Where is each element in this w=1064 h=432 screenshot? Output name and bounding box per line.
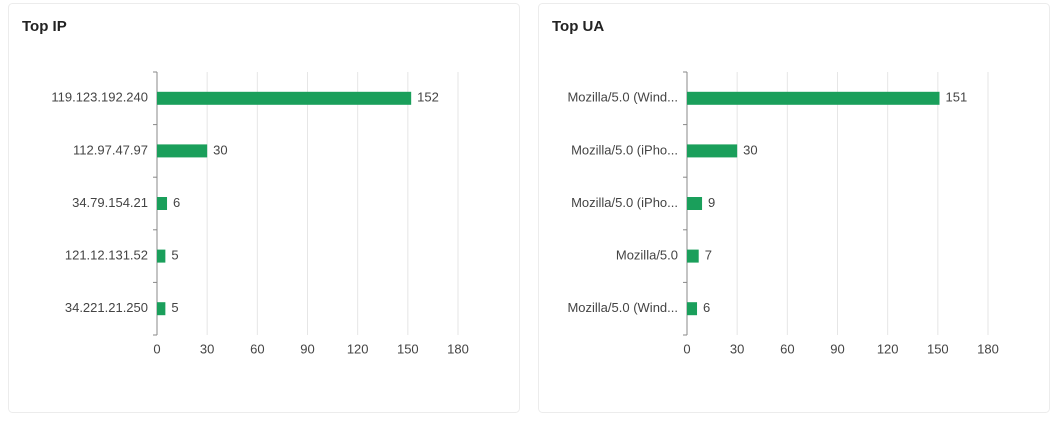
x-tick-label: 30 (730, 341, 744, 356)
panel (8, 3, 520, 413)
bar (157, 91, 412, 105)
y-tick-label: 121.12.131.52 (65, 248, 148, 263)
x-tick-label: 180 (977, 341, 999, 356)
x-tick-label: 180 (447, 341, 469, 356)
bar (157, 302, 166, 316)
x-tick-label: 60 (780, 341, 794, 356)
value-label: 30 (213, 142, 227, 157)
bar (687, 302, 698, 316)
y-tick-label: Mozilla/5.0 (616, 248, 678, 263)
y-tick-label: 112.97.47.97 (73, 142, 148, 157)
y-tick-label: 119.123.192.240 (51, 90, 148, 105)
value-label: 7 (705, 248, 712, 263)
y-tick-label: Mozilla/5.0 (Wind... (567, 300, 678, 315)
x-tick-label: 120 (347, 341, 369, 356)
bar (687, 91, 940, 105)
panel-title: Top UA (552, 18, 604, 35)
bar (687, 249, 699, 263)
bar (687, 144, 738, 158)
x-tick-label: 150 (397, 341, 419, 356)
x-tick-label: 60 (250, 341, 264, 356)
bar (157, 144, 208, 158)
value-label: 6 (173, 195, 180, 210)
x-tick-label: 0 (153, 341, 160, 356)
bar (157, 197, 168, 210)
value-label: 6 (703, 300, 710, 315)
x-tick-label: 120 (877, 341, 899, 356)
y-tick-label: Mozilla/5.0 (iPho... (571, 195, 678, 210)
x-tick-label: 90 (830, 341, 844, 356)
value-label: 151 (946, 90, 968, 105)
y-tick-label: 34.221.21.250 (65, 300, 148, 315)
y-tick-label: Mozilla/5.0 (iPho... (571, 142, 678, 157)
value-label: 152 (417, 90, 439, 105)
value-label: 5 (171, 300, 178, 315)
y-tick-label: Mozilla/5.0 (Wind... (567, 90, 678, 105)
value-label: 5 (171, 248, 178, 263)
panel-title: Top IP (22, 18, 67, 35)
bar (157, 249, 166, 263)
y-tick-label: 34.79.154.21 (72, 195, 148, 210)
value-label: 30 (743, 142, 757, 157)
panel (538, 3, 1050, 413)
x-tick-label: 0 (683, 341, 690, 356)
x-tick-label: 90 (300, 341, 314, 356)
bar (687, 197, 703, 210)
x-tick-label: 30 (200, 341, 214, 356)
value-label: 9 (708, 195, 715, 210)
x-tick-label: 150 (927, 341, 949, 356)
